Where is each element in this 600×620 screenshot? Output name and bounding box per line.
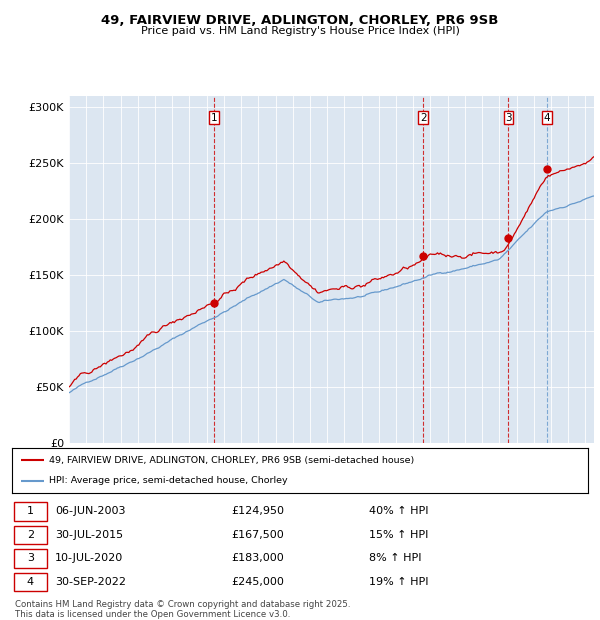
- Text: 10-JUL-2020: 10-JUL-2020: [55, 554, 124, 564]
- Text: 3: 3: [27, 554, 34, 564]
- Text: 8% ↑ HPI: 8% ↑ HPI: [369, 554, 422, 564]
- Text: 49, FAIRVIEW DRIVE, ADLINGTON, CHORLEY, PR6 9SB: 49, FAIRVIEW DRIVE, ADLINGTON, CHORLEY, …: [101, 14, 499, 27]
- Text: Contains HM Land Registry data © Crown copyright and database right 2025.
This d: Contains HM Land Registry data © Crown c…: [15, 600, 350, 619]
- Text: 2: 2: [420, 113, 427, 123]
- Text: 1: 1: [27, 507, 34, 516]
- Text: 19% ↑ HPI: 19% ↑ HPI: [369, 577, 428, 587]
- Text: 4: 4: [27, 577, 34, 587]
- Text: 15% ↑ HPI: 15% ↑ HPI: [369, 530, 428, 540]
- Text: HPI: Average price, semi-detached house, Chorley: HPI: Average price, semi-detached house,…: [49, 476, 288, 485]
- Text: 4: 4: [544, 113, 550, 123]
- Text: 1: 1: [211, 113, 217, 123]
- Text: £167,500: £167,500: [231, 530, 284, 540]
- Text: Price paid vs. HM Land Registry's House Price Index (HPI): Price paid vs. HM Land Registry's House …: [140, 26, 460, 36]
- Text: 06-JUN-2003: 06-JUN-2003: [55, 507, 126, 516]
- Text: 40% ↑ HPI: 40% ↑ HPI: [369, 507, 428, 516]
- Text: £183,000: £183,000: [231, 554, 284, 564]
- FancyBboxPatch shape: [14, 573, 47, 591]
- Text: 30-SEP-2022: 30-SEP-2022: [55, 577, 126, 587]
- FancyBboxPatch shape: [14, 549, 47, 568]
- FancyBboxPatch shape: [14, 526, 47, 544]
- Text: £245,000: £245,000: [231, 577, 284, 587]
- Text: 3: 3: [505, 113, 512, 123]
- Text: £124,950: £124,950: [231, 507, 284, 516]
- Text: 2: 2: [27, 530, 34, 540]
- Text: 49, FAIRVIEW DRIVE, ADLINGTON, CHORLEY, PR6 9SB (semi-detached house): 49, FAIRVIEW DRIVE, ADLINGTON, CHORLEY, …: [49, 456, 415, 465]
- Text: 30-JUL-2015: 30-JUL-2015: [55, 530, 124, 540]
- FancyBboxPatch shape: [14, 502, 47, 521]
